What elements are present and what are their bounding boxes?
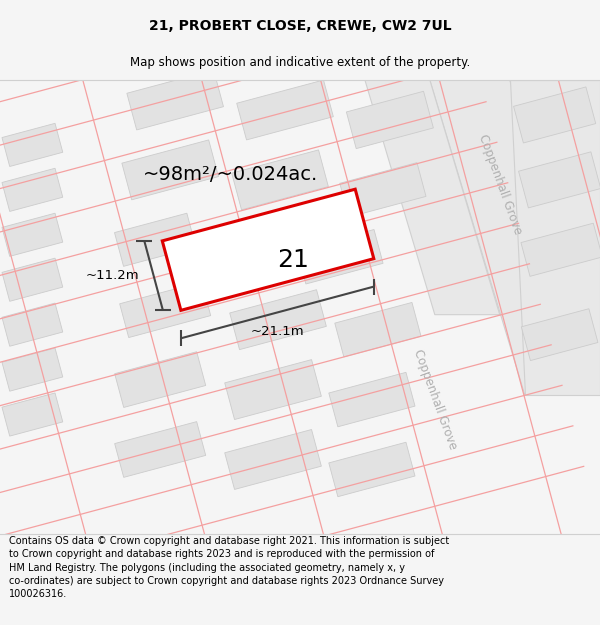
Polygon shape: [2, 348, 63, 391]
Text: Contains OS data © Crown copyright and database right 2021. This information is : Contains OS data © Crown copyright and d…: [9, 536, 449, 599]
Polygon shape: [2, 123, 63, 166]
Polygon shape: [329, 442, 415, 497]
Polygon shape: [115, 352, 206, 408]
Polygon shape: [237, 80, 334, 140]
Polygon shape: [2, 213, 63, 256]
Polygon shape: [365, 80, 500, 314]
Polygon shape: [122, 140, 218, 200]
Polygon shape: [518, 152, 600, 208]
Text: ~11.2m: ~11.2m: [86, 269, 140, 282]
Polygon shape: [510, 80, 599, 394]
Text: Map shows position and indicative extent of the property.: Map shows position and indicative extent…: [130, 56, 470, 69]
Polygon shape: [127, 70, 223, 130]
Polygon shape: [225, 359, 322, 419]
Polygon shape: [346, 91, 433, 149]
Polygon shape: [335, 302, 421, 357]
Text: ~21.1m: ~21.1m: [251, 326, 304, 338]
Text: Coppenhall Grove: Coppenhall Grove: [476, 133, 524, 237]
Polygon shape: [329, 372, 415, 427]
Polygon shape: [521, 223, 600, 276]
Polygon shape: [2, 303, 63, 346]
Polygon shape: [430, 80, 599, 394]
Polygon shape: [521, 309, 598, 361]
Polygon shape: [115, 213, 196, 266]
Text: ~98m²/~0.024ac.: ~98m²/~0.024ac.: [142, 166, 318, 184]
Polygon shape: [225, 429, 322, 489]
Polygon shape: [2, 258, 63, 301]
Polygon shape: [514, 87, 596, 143]
Polygon shape: [232, 150, 328, 210]
Text: 21: 21: [277, 248, 309, 272]
Polygon shape: [297, 229, 383, 284]
Polygon shape: [2, 168, 63, 211]
Text: Coppenhall Grove: Coppenhall Grove: [410, 348, 459, 451]
Polygon shape: [162, 189, 374, 311]
Polygon shape: [230, 290, 326, 349]
Polygon shape: [340, 162, 426, 217]
Polygon shape: [115, 422, 206, 478]
Polygon shape: [119, 282, 211, 338]
Polygon shape: [2, 393, 63, 436]
Text: 21, PROBERT CLOSE, CREWE, CW2 7UL: 21, PROBERT CLOSE, CREWE, CW2 7UL: [149, 19, 451, 32]
